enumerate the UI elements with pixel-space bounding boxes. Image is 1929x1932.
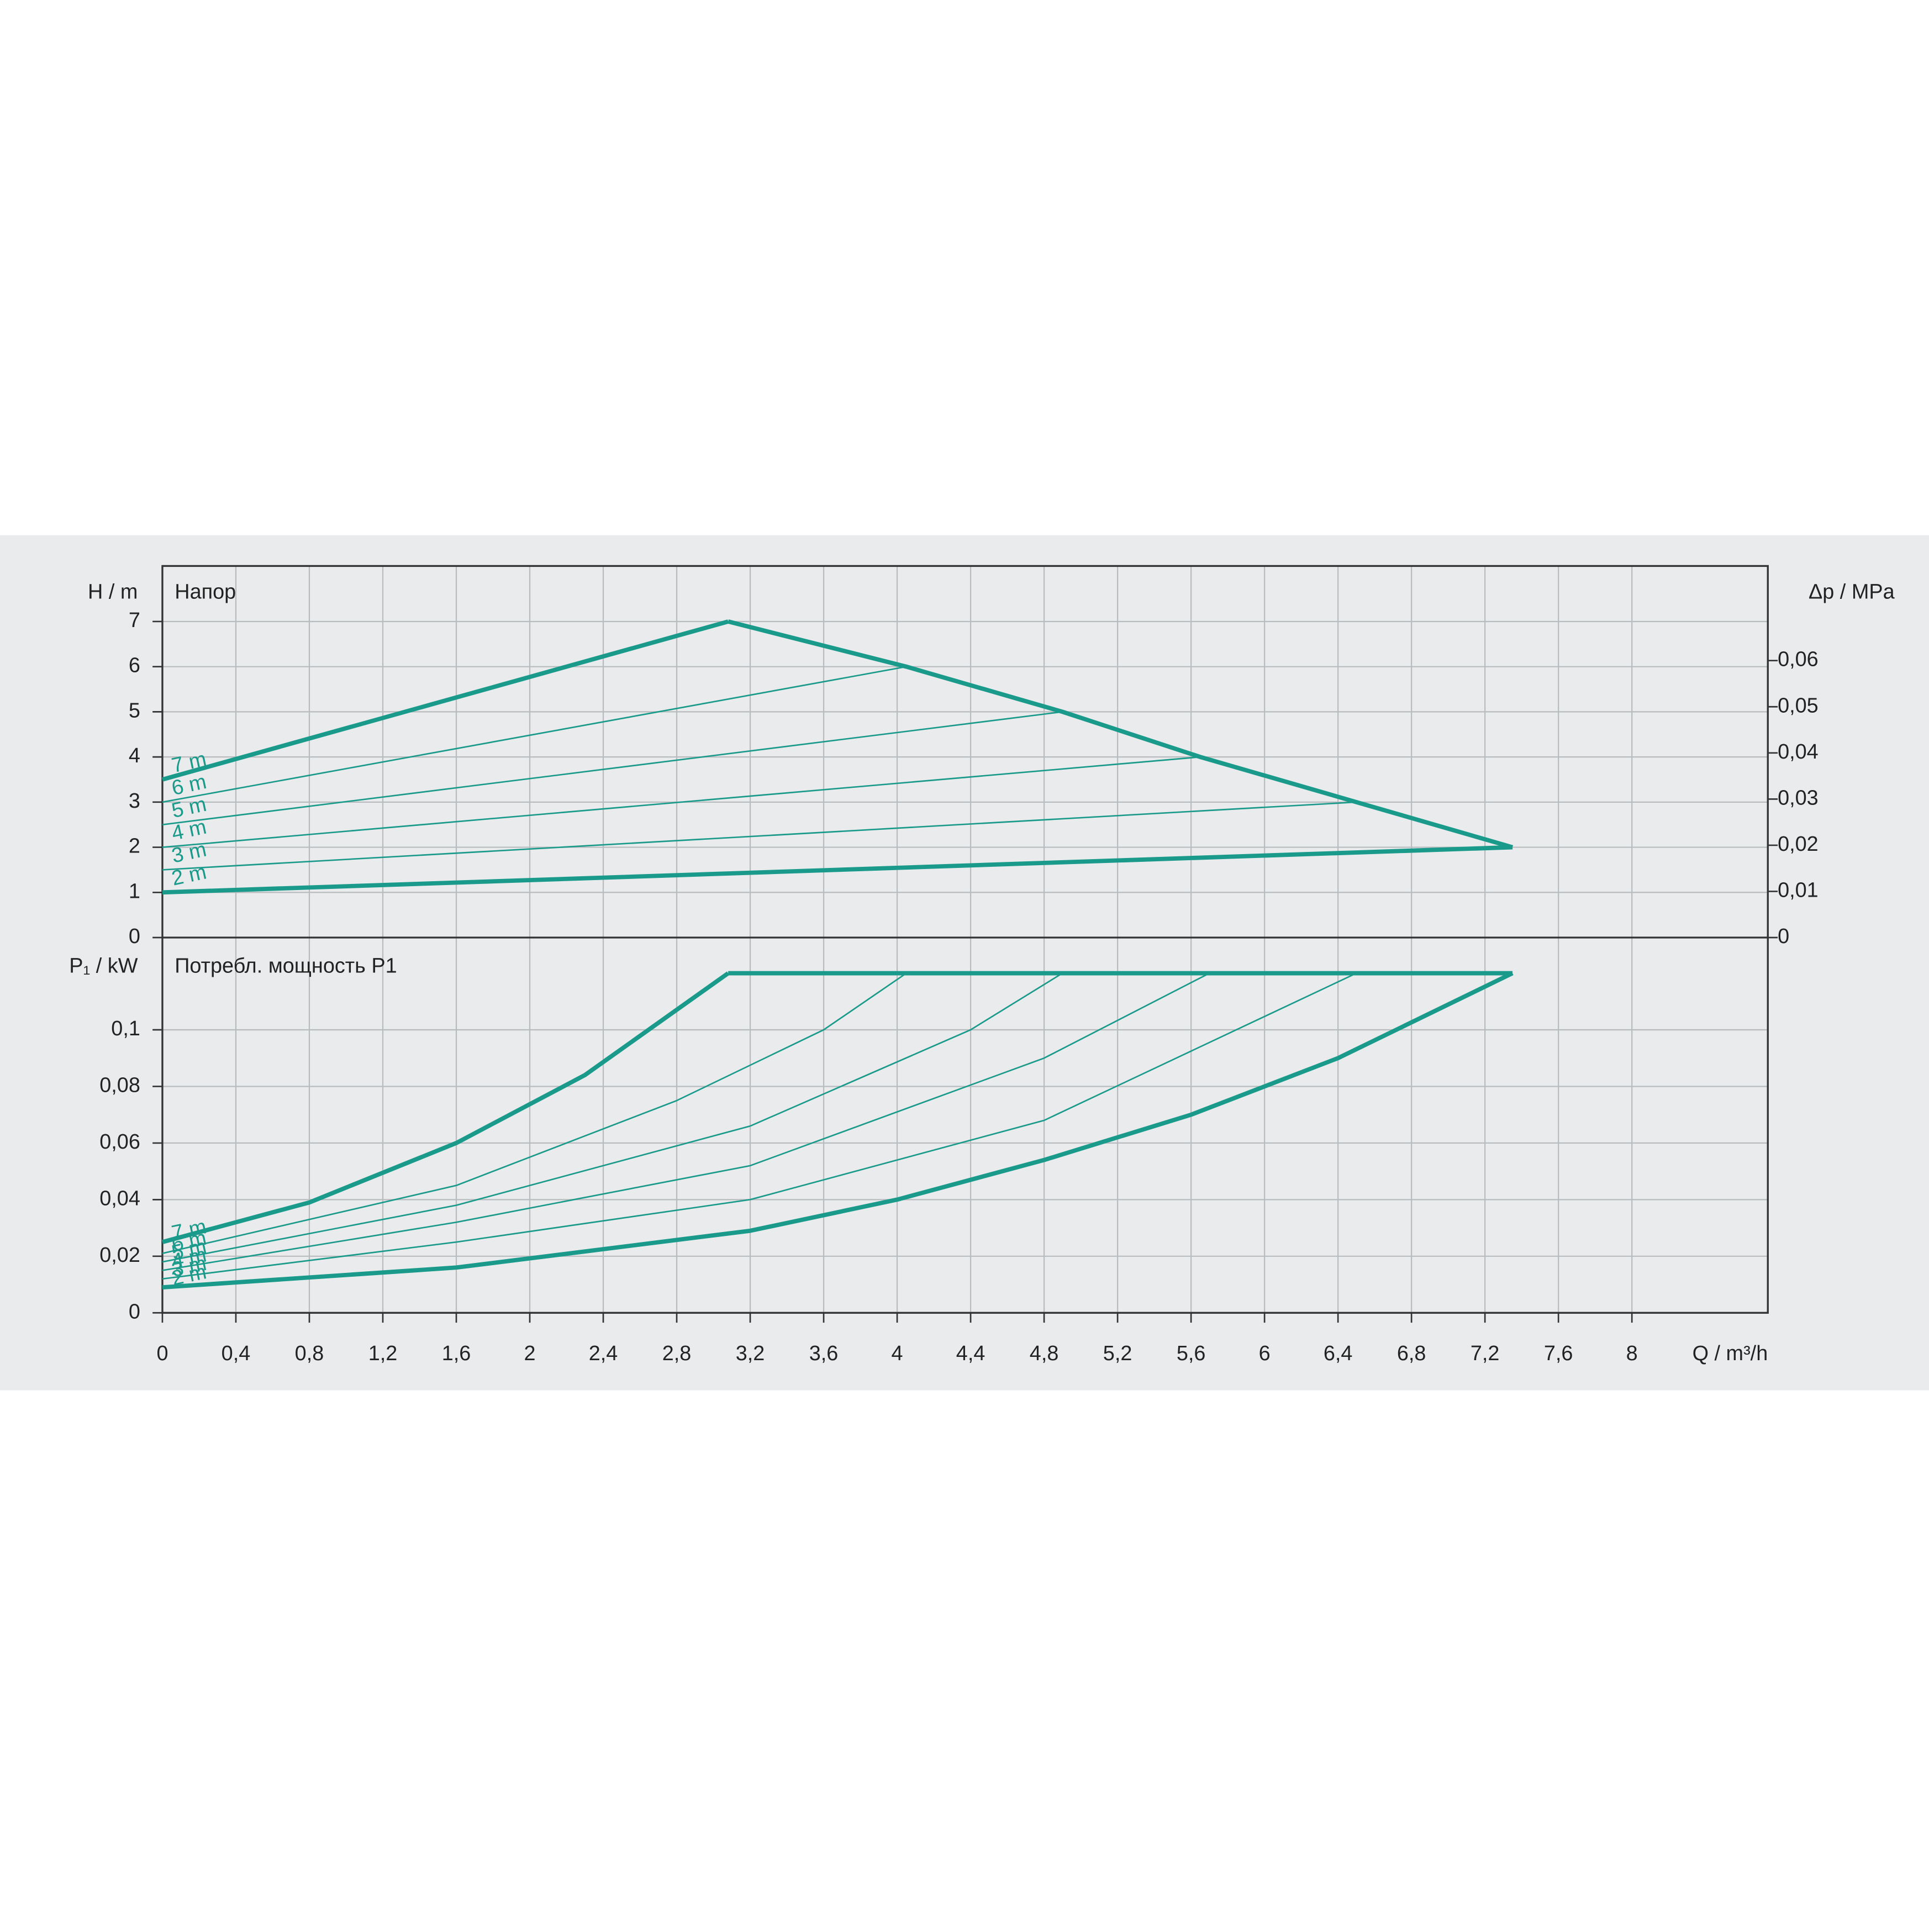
- curve: [162, 972, 1357, 1280]
- x-tick-label: 6: [1259, 1342, 1271, 1365]
- y2-tick-label: 0: [1778, 925, 1789, 948]
- y-tick-label: 6: [129, 654, 140, 677]
- x-tick-label: 0: [156, 1342, 168, 1365]
- y-tick-label: 5: [129, 699, 140, 722]
- curve: [162, 972, 1063, 1263]
- grid: [161, 566, 1768, 1314]
- curve: [728, 619, 1514, 850]
- x-tick-label: 7,2: [1471, 1342, 1500, 1365]
- y2-tick-label: 0,03: [1778, 786, 1819, 809]
- x-tick-label: 0,8: [295, 1342, 324, 1365]
- y2-tick-label: 0,01: [1778, 878, 1819, 902]
- y-tick-label: 7: [129, 609, 140, 632]
- y-tick-label: 0,1: [111, 1017, 140, 1040]
- curve: [162, 666, 906, 803]
- x-tick-label: 4: [892, 1342, 903, 1365]
- x-axis-label: Q / m³/h: [1693, 1342, 1768, 1365]
- y-axis-label: P₁ / kW: [69, 954, 138, 977]
- plot-frame: [161, 565, 1769, 1314]
- curve: [162, 845, 1513, 895]
- y2-tick-label: 0,02: [1778, 833, 1819, 856]
- x-tick-label: 5,6: [1177, 1342, 1206, 1365]
- y-tick-label: 2: [129, 835, 140, 858]
- x-tick-label: 5,2: [1103, 1342, 1132, 1365]
- y2-tick-label: 0,04: [1778, 740, 1819, 764]
- curve: [161, 619, 729, 782]
- x-tick-label: 2: [524, 1342, 535, 1365]
- panel-title: Напор: [175, 580, 236, 603]
- curve: [161, 971, 730, 1244]
- x-tick-label: 3,6: [809, 1342, 839, 1365]
- x-tick-label: 8: [1626, 1342, 1638, 1365]
- y-tick-label: 0,08: [99, 1073, 140, 1097]
- x-tick-label: 4,8: [1030, 1342, 1059, 1365]
- chart-band: [0, 535, 1929, 1391]
- y-tick-label: 0,04: [99, 1187, 140, 1210]
- curve: [162, 756, 1200, 848]
- curve: [162, 971, 1514, 1290]
- y-tick-label: 1: [129, 880, 140, 903]
- x-tick-label: 0,4: [222, 1342, 251, 1365]
- x-tick-label: 2,4: [589, 1342, 618, 1365]
- x-tick-label: 6,8: [1397, 1342, 1426, 1365]
- curve: [162, 972, 1210, 1271]
- panel-title: Потребл. мощность P1: [175, 954, 397, 977]
- y-tick-label: 0,06: [99, 1130, 140, 1154]
- y-axis-label: H / m: [88, 580, 138, 603]
- y-tick-label: 4: [129, 744, 140, 767]
- y2-axis-label: Δp / MPa: [1809, 580, 1895, 603]
- x-tick-label: 6,4: [1324, 1342, 1353, 1365]
- curve: [162, 972, 907, 1254]
- x-tick-label: 7,6: [1544, 1342, 1573, 1365]
- x-tick-label: 2,8: [662, 1342, 692, 1365]
- y2-tick-label: 0,06: [1778, 648, 1819, 671]
- y-tick-label: 0,02: [99, 1244, 140, 1267]
- x-tick-label: 1,6: [442, 1342, 471, 1365]
- curve: [162, 711, 1063, 826]
- x-tick-label: 1,2: [368, 1342, 398, 1365]
- x-tick-label: 4,4: [956, 1342, 985, 1365]
- x-tick-label: 3,2: [736, 1342, 765, 1365]
- y-tick-label: 3: [129, 789, 140, 813]
- y-tick-label: 0: [129, 925, 140, 948]
- curve: [162, 801, 1357, 871]
- y2-tick-label: 0,05: [1778, 694, 1819, 717]
- y-tick-label: 0: [129, 1300, 140, 1323]
